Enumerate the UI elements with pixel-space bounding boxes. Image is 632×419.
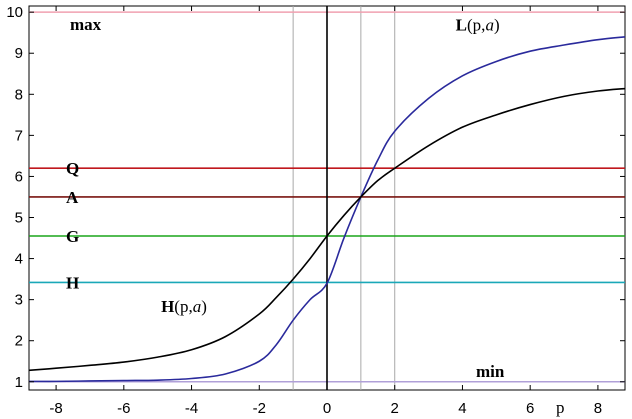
y-tick-label: 8 <box>15 86 23 103</box>
x-tick-label: -2 <box>253 400 266 417</box>
curve-l-label: L(p,a) <box>456 16 500 35</box>
x-tick-label: 8 <box>594 400 602 417</box>
max-label: max <box>70 15 102 34</box>
y-tick-label: 7 <box>15 127 23 144</box>
x-tick-label: -6 <box>117 400 130 417</box>
x-axis-label: p <box>556 398 565 417</box>
y-tick-label: 5 <box>15 210 23 227</box>
y-tick-label: 3 <box>15 292 23 309</box>
x-tick-labels: -8 -6 -4 -2 0 2 4 6 8 <box>49 400 602 417</box>
x-tick-label: -8 <box>49 400 62 417</box>
min-label: min <box>476 362 505 381</box>
x-tick-label: 4 <box>458 400 466 417</box>
y-tick-label: 4 <box>15 251 23 268</box>
x-tick-label: 2 <box>391 400 399 417</box>
y-tick-labels: 1 2 3 4 5 6 7 8 9 10 <box>6 4 23 391</box>
x-tick-label: 6 <box>526 400 534 417</box>
y-tick-label: 6 <box>15 168 23 185</box>
y-tick-label: 10 <box>6 4 23 21</box>
y-tick-label: 9 <box>15 45 23 62</box>
y-tick-label: 2 <box>15 333 23 350</box>
x-tick-label: -4 <box>185 400 198 417</box>
level-label-q: Q <box>66 159 79 178</box>
curve-h-label: H(p,a) <box>161 297 207 316</box>
y-tick-label: 1 <box>15 374 23 391</box>
curves <box>28 36 626 383</box>
level-label-a: A <box>66 188 79 207</box>
tick-marks <box>29 6 625 390</box>
annotations: QA G H L(p,a) H(p,a) <box>66 16 500 316</box>
level-label-h: H <box>66 273 79 292</box>
level-label-g: G <box>66 227 79 246</box>
curve-l <box>28 36 626 383</box>
x-tick-label: 0 <box>323 400 331 417</box>
curve-h <box>28 87 626 372</box>
